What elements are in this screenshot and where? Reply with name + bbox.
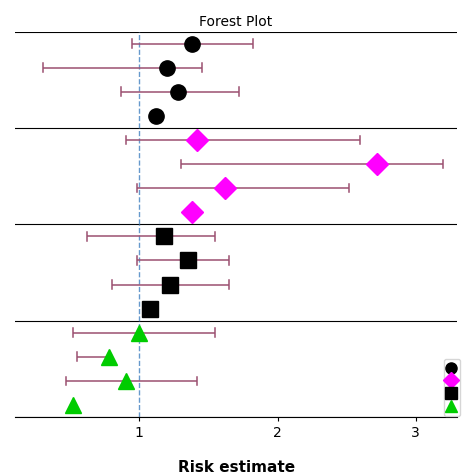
Legend: , , , : , , ,: [444, 359, 461, 416]
Text: Risk estimate: Risk estimate: [178, 460, 296, 474]
Title: Forest Plot: Forest Plot: [200, 15, 273, 29]
